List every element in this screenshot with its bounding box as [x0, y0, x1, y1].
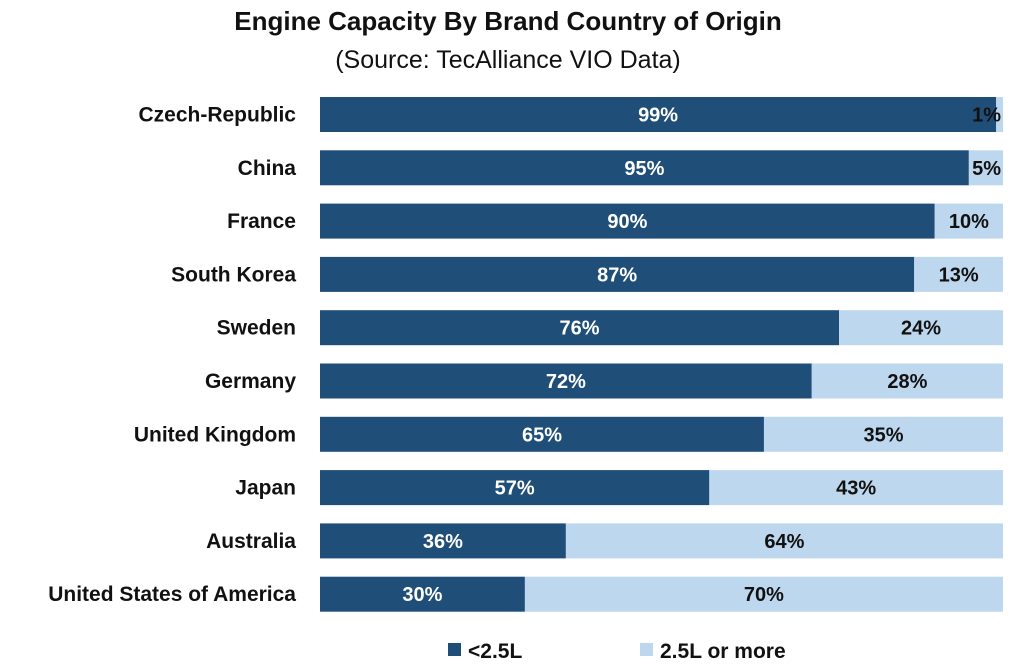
data-label-czech-republic-2-5l-or-more: 1% — [972, 105, 1001, 127]
legend-swatch-2-5l-or-more — [640, 643, 653, 656]
data-label-australia-under-2-5l: 36% — [423, 531, 463, 553]
bar-south-korea-2-5l-or-more — [914, 256, 1003, 292]
bar-france-2-5l-or-more — [934, 203, 1003, 239]
data-label-united-states-of-america-under-2-5l: 30% — [402, 584, 442, 606]
bar-australia-under-2-5l — [320, 523, 566, 559]
legend: <2.5L 2.5L or more — [448, 640, 786, 663]
bar-china-2-5l-or-more — [968, 150, 1003, 186]
bar-south-korea-under-2-5l — [320, 256, 915, 292]
data-label-united-kingdom-under-2-5l: 65% — [522, 424, 562, 446]
bar-sweden-2-5l-or-more — [839, 310, 1003, 346]
data-label-france-under-2-5l: 90% — [607, 211, 647, 233]
legend-swatch-under-2-5l — [448, 643, 461, 656]
bar-united-kingdom-2-5l-or-more — [763, 416, 1003, 452]
bar-australia-2-5l-or-more — [565, 523, 1003, 559]
category-label-sweden: Sweden — [217, 317, 296, 340]
bars-group: Czech-Republic 99% 1% China 95% 5% France 90% 10… — [48, 97, 1003, 612]
category-label-united-kingdom: United Kingdom — [134, 423, 296, 446]
data-label-germany-under-2-5l: 72% — [546, 371, 586, 393]
category-label-japan: Japan — [235, 477, 296, 500]
bar-japan-under-2-5l — [320, 470, 710, 506]
bar-czech-republic-under-2-5l — [320, 97, 997, 132]
bar-sweden-under-2-5l — [320, 310, 840, 346]
data-label-south-korea-2-5l-or-more: 13% — [939, 264, 979, 286]
data-label-japan-2-5l-or-more: 43% — [836, 478, 876, 500]
data-label-france-2-5l-or-more: 10% — [949, 211, 989, 233]
bar-czech-republic-2-5l-or-more — [996, 97, 1003, 132]
category-label-china: China — [238, 157, 297, 180]
category-label-united-states-of-america: United States of America — [48, 583, 296, 606]
data-label-sweden-under-2-5l: 76% — [560, 318, 600, 340]
data-label-sweden-2-5l-or-more: 24% — [901, 318, 941, 340]
bar-germany-under-2-5l — [320, 363, 812, 399]
data-label-china-under-2-5l: 95% — [624, 158, 664, 180]
bar-japan-2-5l-or-more — [709, 470, 1003, 506]
category-label-south-korea: South Korea — [171, 263, 296, 286]
category-label-australia: Australia — [206, 530, 296, 553]
category-label-germany: Germany — [205, 370, 296, 393]
data-label-japan-under-2-5l: 57% — [495, 478, 535, 500]
bar-france-under-2-5l — [320, 203, 935, 239]
bar-china-under-2-5l — [320, 150, 969, 186]
legend-label-2-5l-or-more: 2.5L or more — [660, 640, 786, 663]
category-label-france: France — [227, 210, 296, 233]
data-label-south-korea-under-2-5l: 87% — [597, 264, 637, 286]
bar-united-states-of-america-under-2-5l — [320, 576, 525, 612]
legend-label-under-2-5l: <2.5L — [468, 640, 522, 663]
chart-subtitle: (Source: TecAlliance VIO Data) — [335, 46, 681, 74]
category-label-czech-republic: Czech-Republic — [138, 104, 296, 127]
data-label-united-states-of-america-2-5l-or-more: 70% — [744, 584, 784, 606]
data-label-czech-republic-under-2-5l: 99% — [638, 105, 678, 127]
data-label-australia-2-5l-or-more: 64% — [764, 531, 804, 553]
data-label-united-kingdom-2-5l-or-more: 35% — [863, 424, 903, 446]
data-label-germany-2-5l-or-more: 28% — [887, 371, 927, 393]
data-label-china-2-5l-or-more: 5% — [972, 158, 1001, 180]
bar-germany-2-5l-or-more — [811, 363, 1003, 399]
bar-united-kingdom-under-2-5l — [320, 416, 764, 452]
chart-title: Engine Capacity By Brand Country of Orig… — [234, 6, 782, 36]
bar-united-states-of-america-2-5l-or-more — [524, 576, 1003, 612]
